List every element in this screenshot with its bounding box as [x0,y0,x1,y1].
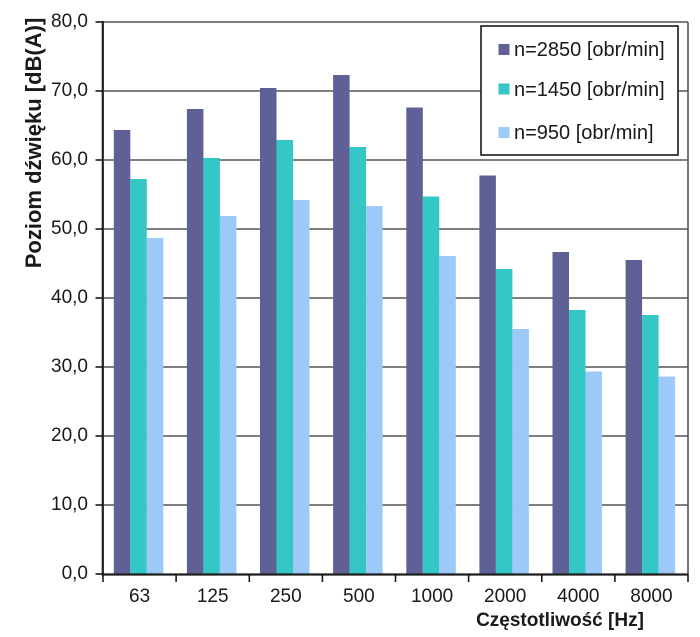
svg-text:80,0: 80,0 [51,11,88,32]
svg-text:0,0: 0,0 [62,563,88,584]
svg-text:Częstotliwość [Hz]: Częstotliwość [Hz] [476,610,644,631]
svg-text:250: 250 [270,586,302,607]
svg-text:n=2850 [obr/min]: n=2850 [obr/min] [514,39,665,61]
svg-text:4000: 4000 [557,586,599,607]
svg-text:n=950 [obr/min]: n=950 [obr/min] [514,122,654,144]
svg-text:Poziom dźwięku [dB(A)]: Poziom dźwięku [dB(A)] [21,18,46,269]
svg-text:63: 63 [129,586,150,607]
svg-text:1000: 1000 [411,586,453,607]
svg-text:20,0: 20,0 [51,425,88,446]
svg-text:40,0: 40,0 [51,287,88,308]
svg-text:2000: 2000 [484,586,526,607]
svg-text:70,0: 70,0 [51,80,88,101]
svg-text:500: 500 [343,586,375,607]
svg-text:125: 125 [197,586,229,607]
svg-text:10,0: 10,0 [51,494,88,515]
svg-text:8000: 8000 [630,586,672,607]
svg-text:n=1450 [obr/min]: n=1450 [obr/min] [514,79,665,101]
svg-text:30,0: 30,0 [51,356,88,377]
svg-text:50,0: 50,0 [51,218,88,239]
svg-text:60,0: 60,0 [51,149,88,170]
